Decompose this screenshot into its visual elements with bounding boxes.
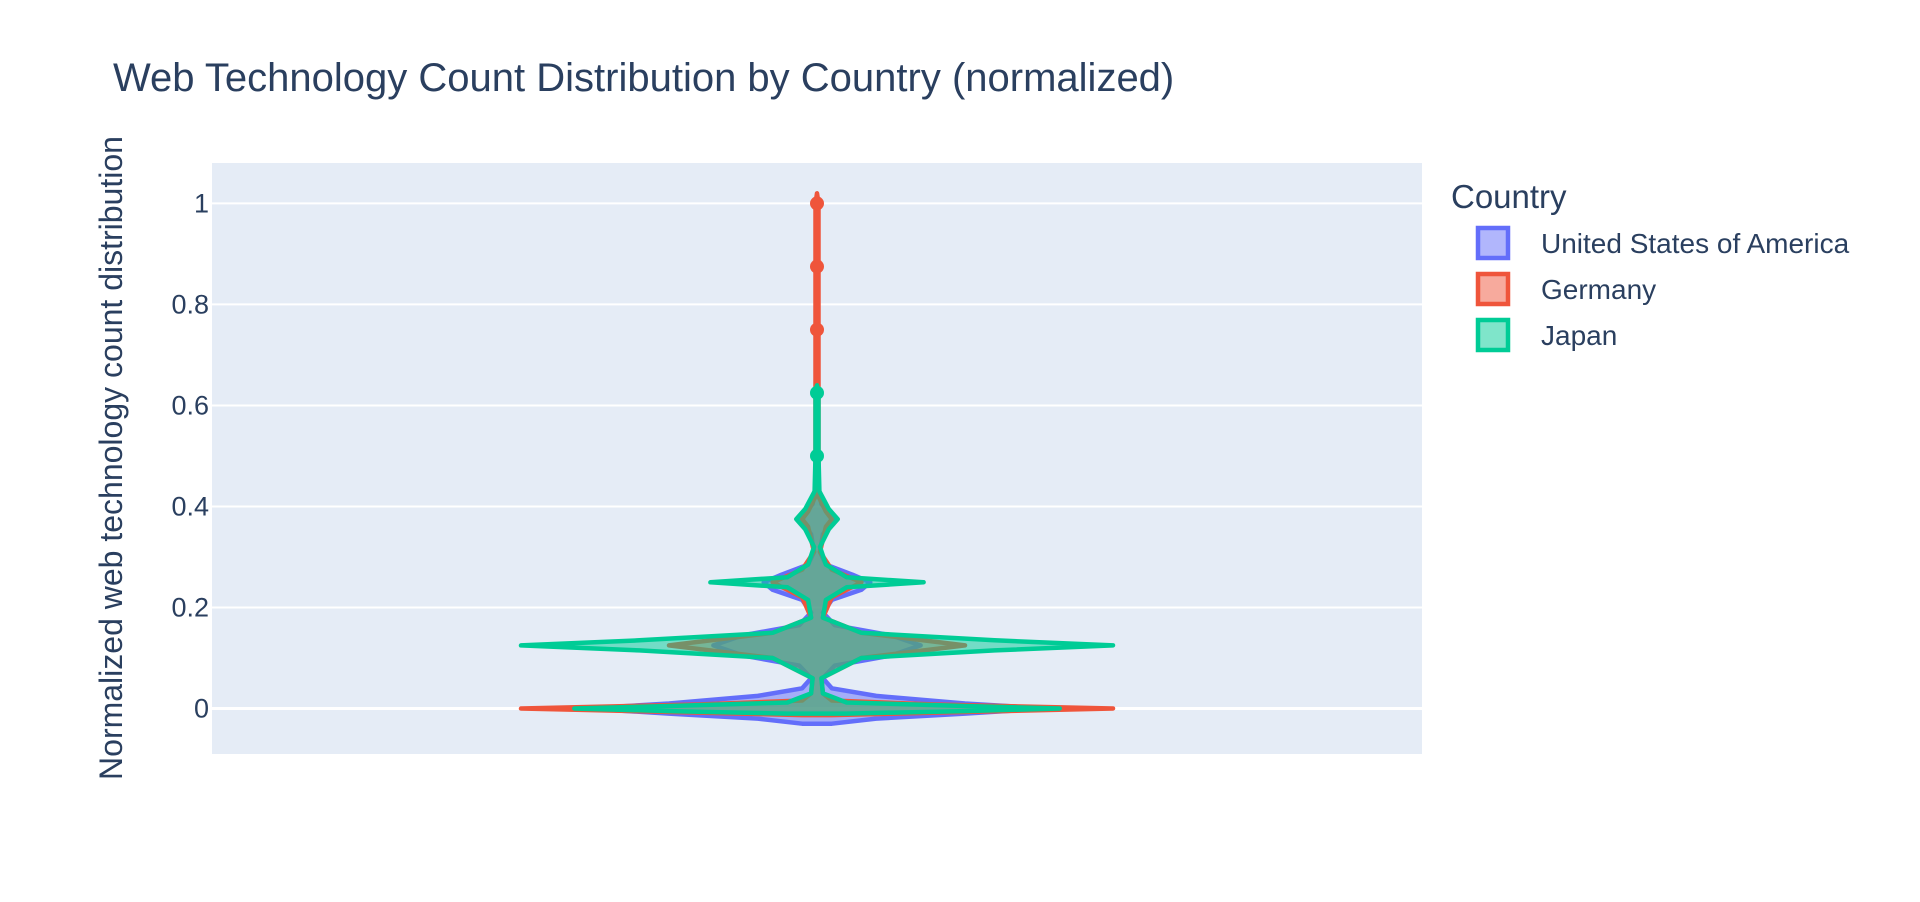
outlier-point (810, 259, 824, 274)
y-tick-label: 0 (194, 694, 209, 724)
legend: Country United States of America Germany J… (1451, 178, 1850, 353)
y-tick-label: 0.8 (171, 289, 209, 319)
y-tick-label: 0.4 (171, 491, 209, 521)
y-axis-ticks: 0 0.2 0.4 0.6 0.8 1 (171, 188, 209, 723)
legend-label: Japan (1541, 320, 1617, 351)
legend-swatch (1475, 225, 1511, 261)
legend-swatch (1475, 271, 1511, 307)
legend-items: United States of America Germany Japan (1475, 225, 1850, 353)
violin-series (518, 383, 1116, 716)
legend-swatch (1475, 317, 1511, 353)
y-tick-label: 1 (194, 188, 209, 218)
violins (518, 191, 1116, 726)
legend-item[interactable]: Japan (1475, 317, 1617, 353)
legend-item[interactable]: Germany (1475, 271, 1656, 307)
outlier-point (810, 385, 824, 400)
y-axis-label: Normalized web technology count distribu… (93, 136, 129, 780)
chart-title: Web Technology Count Distribution by Cou… (113, 56, 1174, 100)
y-tick-label: 0.2 (171, 593, 209, 623)
outlier-point (810, 322, 824, 337)
legend-title: Country (1451, 178, 1567, 215)
legend-label: United States of America (1541, 228, 1850, 259)
outlier-point (810, 448, 824, 463)
y-tick-label: 0.6 (171, 390, 209, 420)
legend-label: Germany (1541, 274, 1656, 305)
outlier-point (810, 196, 824, 211)
legend-item[interactable]: United States of America (1475, 225, 1850, 261)
